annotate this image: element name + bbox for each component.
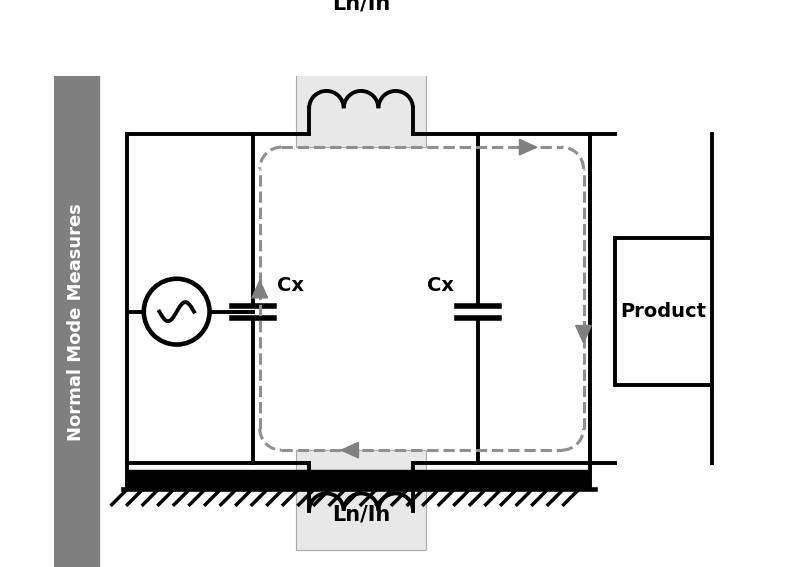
Text: Product: Product [620, 302, 706, 321]
Polygon shape [519, 139, 537, 155]
Bar [296, 18, 426, 147]
Text: Cx: Cx [277, 276, 304, 295]
Bar [54, 76, 98, 567]
Text: Ln/In: Ln/In [332, 505, 390, 524]
Polygon shape [576, 325, 591, 343]
Polygon shape [341, 442, 358, 458]
Text: Cx: Cx [426, 276, 454, 295]
Bar [296, 450, 426, 549]
Bar [614, 238, 712, 385]
Text: Ln/In: Ln/In [332, 0, 390, 13]
Polygon shape [252, 281, 267, 298]
Text: Normal Mode Measures: Normal Mode Measures [67, 203, 86, 441]
